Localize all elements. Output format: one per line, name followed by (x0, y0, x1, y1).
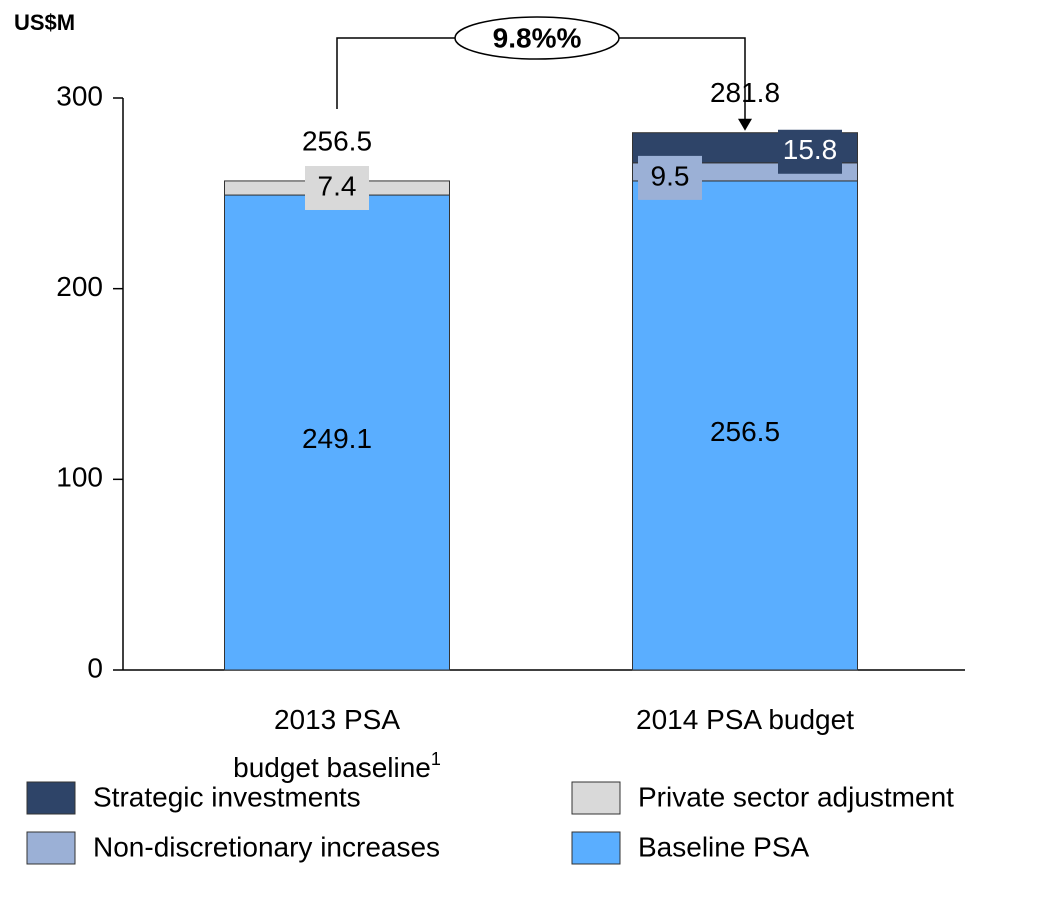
bar-segment (224, 194, 450, 671)
label-box (305, 165, 369, 210)
x-tick-label: budget baseline1 (233, 749, 441, 784)
legend-label: Private sector adjustment (638, 781, 954, 812)
annotation-arrowhead (738, 118, 752, 131)
bar-segment (632, 180, 858, 671)
y-tick-label: 100 (56, 462, 103, 493)
legend-swatch (571, 781, 621, 815)
segment-label: 249.1 (302, 423, 372, 454)
x-tick-label: 2013 PSA (274, 704, 400, 735)
x-tick-label-text: 2013 PSA (274, 704, 400, 735)
x-tick-label: 2014 PSA budget (636, 704, 854, 735)
legend-swatch (26, 831, 76, 865)
segment-label: 256.5 (710, 416, 780, 447)
y-tick-label: 0 (87, 652, 103, 683)
x-tick-label-text: 2014 PSA budget (636, 704, 854, 735)
segment-label: 7.4 (318, 170, 357, 201)
legend-label: Strategic investments (93, 781, 361, 812)
y-tick-label: 200 (56, 271, 103, 302)
annotation-oval (454, 16, 620, 60)
legend-swatch (571, 831, 621, 865)
annotation: 9.8%% (493, 22, 582, 53)
legend-label: Baseline PSA (638, 831, 810, 862)
x-tick-label-text: budget baseline (233, 752, 431, 783)
y-axis-label: US$M (14, 10, 75, 35)
label-box (778, 129, 842, 174)
footnote-mark: 1 (431, 749, 441, 769)
y-tick-label: 300 (56, 80, 103, 111)
annotation-connector (336, 37, 746, 123)
segment-label: 15.8 (783, 134, 838, 165)
legend-swatch (26, 781, 76, 815)
segment-label: 9.5 (651, 160, 690, 191)
legend-label: Non-discretionary increases (93, 831, 440, 862)
total-label: 256.5 (302, 125, 372, 156)
label-box (638, 155, 702, 200)
